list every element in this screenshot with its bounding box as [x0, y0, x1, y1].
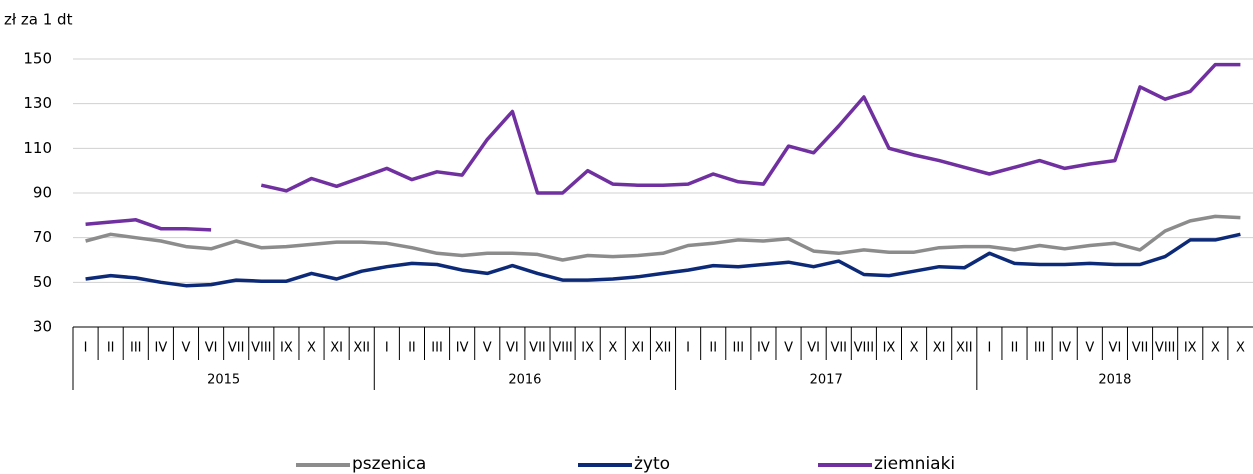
x-tick-label: IV — [1058, 341, 1071, 356]
year-label: 2016 — [508, 373, 541, 388]
x-tick-label: I — [987, 341, 991, 356]
x-tick-label: II — [107, 341, 115, 356]
y-tick-label: 30 — [33, 318, 52, 336]
year-label: 2015 — [207, 373, 240, 388]
x-tick-label: V — [182, 341, 191, 356]
x-tick-label: VI — [205, 341, 218, 356]
x-tick-label: XII — [353, 341, 370, 356]
x-tick-label: X — [307, 341, 316, 356]
y-tick-label: 130 — [23, 94, 52, 112]
y-tick-label: 70 — [33, 228, 52, 246]
x-tick-label: VIII — [552, 341, 572, 356]
x-tick-label: X — [910, 341, 919, 356]
x-tick-label: IV — [456, 341, 469, 356]
x-tick-label: X — [1236, 341, 1245, 356]
x-tick-label: IX — [1184, 341, 1197, 356]
series-line — [85, 232, 1241, 288]
x-tick-label: IV — [757, 341, 770, 356]
series-line — [85, 214, 1241, 262]
x-tick-label: X — [608, 341, 617, 356]
legend-label: ziemniaki — [874, 454, 955, 474]
x-tick-label: VIII — [1155, 341, 1175, 356]
x-tick-label: IX — [883, 341, 896, 356]
legend-label: pszenica — [352, 454, 426, 474]
x-tick-label: II — [1011, 341, 1019, 356]
x-tick-label: III — [1034, 341, 1046, 356]
x-tick-label: IX — [280, 341, 293, 356]
x-tick-label: XI — [632, 341, 645, 356]
x-tick-label: VII — [1132, 341, 1149, 356]
series-line — [85, 218, 212, 232]
x-tick-label: II — [408, 341, 416, 356]
y-tick-label: 150 — [23, 50, 52, 68]
series-line — [260, 62, 1241, 195]
x-tick-label: X — [1211, 341, 1220, 356]
year-label: 2017 — [810, 373, 843, 388]
x-tick-label: III — [733, 341, 745, 356]
x-tick-label: VII — [228, 341, 245, 356]
x-tick-label: VI — [807, 341, 820, 356]
x-tick-label: V — [1085, 341, 1094, 356]
y-tick-label: 50 — [33, 273, 52, 291]
x-tick-label: V — [483, 341, 492, 356]
x-tick-label: VI — [1109, 341, 1122, 356]
x-tick-label: XII — [655, 341, 672, 356]
x-tick-label: I — [84, 341, 88, 356]
y-tick-label: 90 — [33, 184, 52, 202]
x-tick-label: VIII — [854, 341, 874, 356]
legend-label: żyto — [634, 454, 670, 474]
year-label: 2018 — [1098, 373, 1131, 388]
x-tick-label: III — [130, 341, 142, 356]
x-tick-label: II — [709, 341, 717, 356]
x-tick-label: IV — [155, 341, 168, 356]
x-tick-label: XI — [330, 341, 343, 356]
y-tick-label: 110 — [23, 139, 52, 157]
x-tick-label: I — [686, 341, 690, 356]
x-tick-label: V — [784, 341, 793, 356]
x-tick-label: XII — [956, 341, 973, 356]
y-axis-label: zł za 1 dt — [4, 11, 73, 29]
x-tick-label: IX — [581, 341, 594, 356]
x-tick-label: VIII — [251, 341, 271, 356]
x-tick-label: III — [431, 341, 443, 356]
x-tick-label: VII — [830, 341, 847, 356]
x-tick-label: VII — [529, 341, 546, 356]
x-tick-label: I — [385, 341, 389, 356]
x-tick-label: VI — [506, 341, 519, 356]
x-tick-label: XI — [933, 341, 946, 356]
